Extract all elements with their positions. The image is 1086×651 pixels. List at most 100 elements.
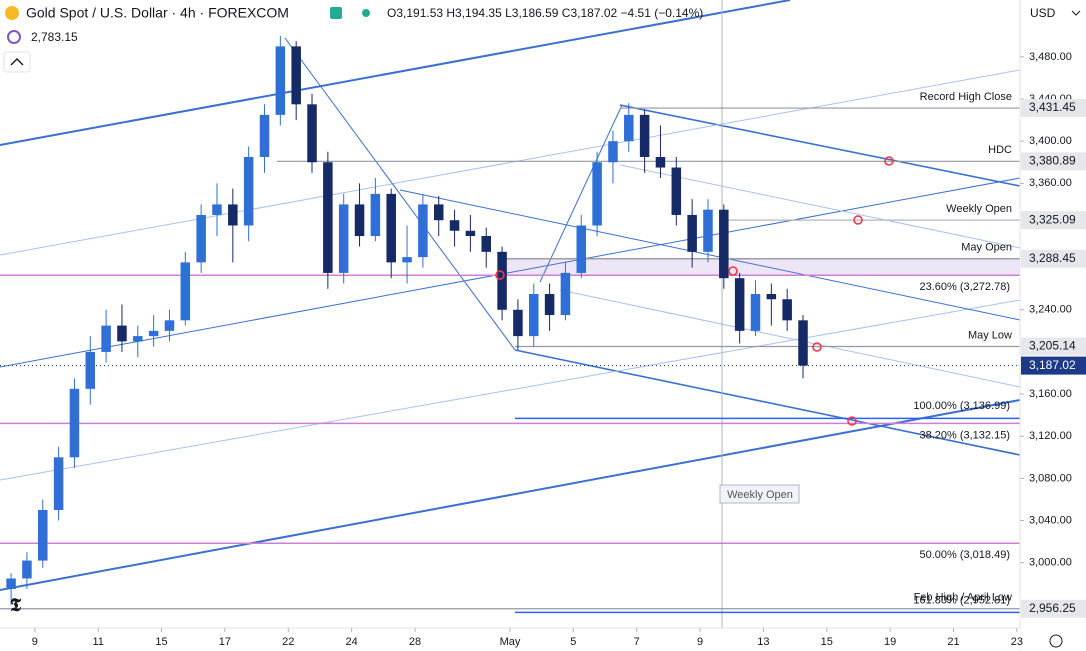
candle-body	[576, 225, 587, 273]
ohlc: O3,191.53 H3,194.35 L3,186.59 C3,187.02 …	[387, 6, 703, 20]
candle-body	[85, 351, 96, 389]
level-price-box	[1021, 99, 1086, 118]
candle-body	[750, 293, 761, 331]
candle-body	[513, 309, 523, 337]
candle-body	[101, 325, 111, 352]
trendlines	[0, 0, 1021, 628]
candle-body	[117, 325, 127, 342]
candle-body	[766, 293, 777, 300]
fib-text: 38.20% (3,132.15)	[919, 429, 1010, 441]
indicator-icon[interactable]	[7, 30, 21, 44]
candle-body	[655, 157, 666, 168]
candle-body	[370, 193, 381, 237]
x-tick-label: 9	[32, 636, 38, 648]
level-price-label: 3,205.14	[1029, 339, 1076, 353]
candle-body	[529, 293, 539, 337]
x-tick-label: May	[500, 636, 521, 648]
candle-body	[386, 193, 396, 263]
time-axis	[0, 628, 1020, 651]
y-tick-label: 3,040.00	[1029, 514, 1072, 526]
candle-body	[148, 330, 159, 337]
candle-body	[671, 167, 682, 215]
collapse-chevron	[10, 58, 24, 66]
candle-body	[734, 278, 745, 331]
candle-body	[53, 457, 64, 510]
level-price-box	[1021, 211, 1086, 230]
y-tick-label: 3,400.00	[1029, 135, 1072, 147]
candle-body	[228, 204, 238, 226]
x-tick-label: 24	[345, 636, 357, 648]
candle-body	[560, 272, 571, 316]
x-tick-label: 15	[155, 636, 167, 648]
x-tick-label: 21	[947, 636, 959, 648]
candle-body	[608, 141, 618, 163]
y-tick-label: 3,120.00	[1029, 430, 1072, 442]
candles	[6, 35, 808, 605]
candle-body	[687, 214, 697, 252]
candle-body	[481, 236, 491, 252]
candle-body	[719, 209, 729, 279]
last-price-label: 3,187.02	[1029, 358, 1076, 372]
candle-body	[402, 257, 412, 263]
candle-body	[338, 204, 349, 273]
y-tick-label: 3,000.00	[1029, 557, 1072, 569]
level-price-label: 3,431.45	[1029, 100, 1076, 114]
status-icon	[330, 7, 342, 19]
candle-body	[703, 209, 713, 252]
candle-body	[69, 388, 80, 458]
market-dot	[362, 9, 370, 17]
candle-body	[259, 114, 270, 157]
candle-body	[798, 320, 808, 366]
last-price-box	[1021, 356, 1086, 375]
candle-body	[639, 114, 650, 157]
level-price-box	[1021, 249, 1086, 268]
candle-body	[196, 214, 206, 263]
level-text: May Open	[961, 242, 1012, 254]
level-price-box	[1021, 599, 1086, 618]
level-price-label: 2,956.25	[1029, 601, 1076, 615]
vertical-label: Weekly Open	[727, 489, 793, 501]
level-price-label: 3,325.09	[1029, 212, 1076, 226]
candle-body	[782, 299, 792, 321]
currency[interactable]: USD	[1030, 6, 1056, 20]
x-tick-label: 13	[757, 636, 769, 648]
symbol-icon	[5, 6, 19, 20]
x-tick-label: 5	[570, 636, 576, 648]
candle-body	[544, 293, 555, 316]
level-text: Record High Close	[920, 91, 1012, 103]
x-tick-label: 9	[697, 636, 703, 648]
vertical-label-box	[719, 484, 800, 504]
candle-body	[592, 162, 602, 226]
x-tick-label: 23	[1011, 636, 1023, 648]
axes: 3,000.00 3,040.00 3,080.00 3,120.00 3,160.00…	[32, 51, 1086, 648]
candle-body	[6, 578, 16, 590]
x-tick-label: 15	[821, 636, 833, 648]
candle-body	[133, 336, 143, 342]
indicator-value: 2,783.15	[31, 30, 78, 44]
fib-text: 50.00% (3,018.49)	[919, 549, 1010, 561]
level-price-box	[1021, 337, 1086, 356]
collapse-button[interactable]	[3, 51, 31, 73]
x-tick-label: 19	[884, 636, 896, 648]
level-text: Weekly Open	[946, 203, 1012, 215]
candle-body	[212, 204, 222, 215]
fib-text: 100.00% (3,136.99)	[913, 400, 1010, 412]
fib-text: 161.80% (2,952.81)	[913, 594, 1010, 606]
candle-body	[164, 320, 175, 331]
candle-body	[433, 204, 444, 221]
candle-body	[22, 560, 32, 579]
candle-body	[354, 204, 365, 237]
y-tick-label: 3,240.00	[1029, 304, 1072, 316]
symbol-title: Gold Spot / U.S. Dollar · 4h · FOREXCOM	[26, 5, 289, 21]
level-price-label: 3,288.45	[1029, 251, 1076, 265]
candle-body	[497, 251, 507, 310]
levels: Record High Close HDC Weekly Open May Open M…	[0, 91, 1021, 614]
x-tick-label: 28	[409, 636, 421, 648]
markers	[495, 156, 894, 426]
candle-body	[465, 230, 476, 237]
x-tick-label: 11	[92, 636, 103, 648]
header: Gold Spot / U.S. Dollar · 4h · FOREXCOM …	[3, 5, 1081, 648]
settings-icon[interactable]	[1049, 634, 1063, 648]
level-text: HDC	[988, 144, 1012, 156]
level-text: May Low	[968, 329, 1012, 341]
